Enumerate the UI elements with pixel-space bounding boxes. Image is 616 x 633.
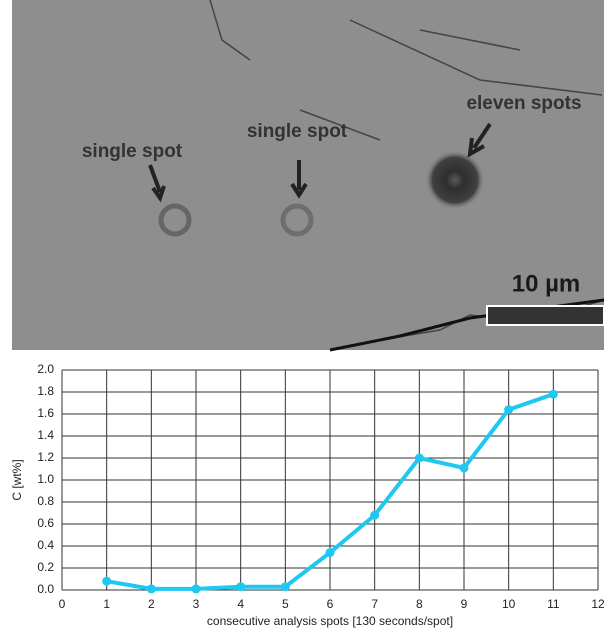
x-tick-label: 2 [148,597,155,611]
x-tick-label: 7 [371,597,378,611]
data-point [280,582,290,592]
micrograph: single spot single spot eleven spots 10 … [12,0,605,352]
y-tick-label: 2.0 [37,362,54,376]
x-axis-title: consecutive analysis spots [130 seconds/… [207,614,453,628]
data-point [325,548,335,558]
arrow [467,122,492,158]
y-tick-label: 0.0 [37,582,54,596]
x-tick-label: 3 [193,597,200,611]
data-point [146,584,156,594]
data-point [459,463,469,473]
arrow [148,164,166,203]
x-tick-label: 8 [416,597,423,611]
data-point [370,510,380,520]
data-point [548,389,558,399]
chart: C [wt%] consecutive analysis spots [130 … [10,362,605,628]
x-tick-label: 9 [461,597,468,611]
y-tick-label: 0.8 [37,494,54,508]
crack [209,0,605,351]
spot [425,150,485,210]
data-point [191,584,201,594]
spot-label: single spot [82,141,183,162]
spot [280,203,314,237]
y-tick-label: 1.8 [37,384,54,398]
spot [158,203,192,237]
y-tick-label: 1.6 [37,406,54,420]
x-tick-label: 12 [591,597,605,611]
y-tick-label: 0.2 [37,560,54,574]
x-tick-label: 5 [282,597,289,611]
x-tick-label: 6 [327,597,334,611]
x-tick-label: 1 [103,597,110,611]
y-tick-label: 1.0 [37,472,54,486]
y-axis-title: C [wt%] [10,459,24,500]
x-tick-label: 10 [502,597,516,611]
x-tick-label: 11 [547,597,560,611]
scale-bar [486,305,605,326]
scale-bar-label: 10 µm [512,270,581,297]
x-tick-label: 0 [59,597,66,611]
data-point [236,582,246,592]
spot-label: single spot [247,121,348,142]
y-tick-label: 1.4 [37,428,54,442]
y-tick-label: 1.2 [37,450,54,464]
y-tick-label: 0.6 [37,516,54,530]
spot-label: eleven spots [466,93,581,114]
data-point [102,576,112,586]
x-tick-label: 4 [237,597,244,611]
micrograph-background [12,0,604,350]
data-point [504,405,514,415]
data-point [414,453,424,463]
y-tick-label: 0.4 [37,538,54,552]
arrow [290,160,308,199]
